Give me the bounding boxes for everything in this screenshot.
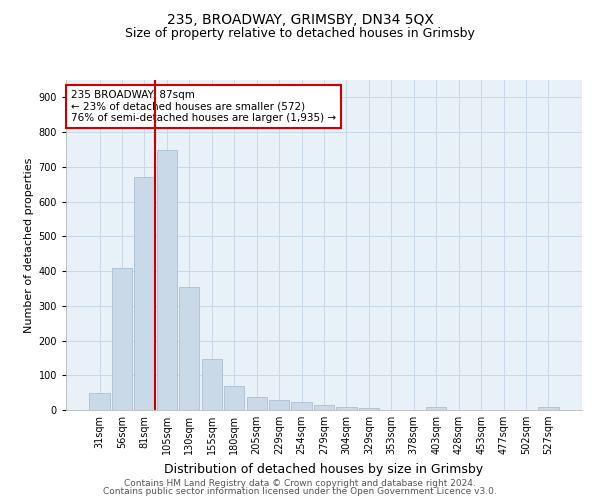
- Bar: [359, 408, 379, 410]
- Bar: [134, 178, 155, 410]
- Text: Size of property relative to detached houses in Grimsby: Size of property relative to detached ho…: [125, 28, 475, 40]
- Bar: [337, 407, 356, 410]
- Y-axis label: Number of detached properties: Number of detached properties: [25, 158, 34, 332]
- Text: 235, BROADWAY, GRIMSBY, DN34 5QX: 235, BROADWAY, GRIMSBY, DN34 5QX: [167, 12, 433, 26]
- Bar: [224, 386, 244, 410]
- Bar: [157, 150, 177, 410]
- Bar: [314, 405, 334, 410]
- Bar: [202, 358, 222, 410]
- Bar: [179, 286, 199, 410]
- Text: Contains HM Land Registry data © Crown copyright and database right 2024.: Contains HM Land Registry data © Crown c…: [124, 478, 476, 488]
- Bar: [89, 394, 110, 410]
- Bar: [292, 402, 311, 410]
- Text: 235 BROADWAY: 87sqm
← 23% of detached houses are smaller (572)
76% of semi-detac: 235 BROADWAY: 87sqm ← 23% of detached ho…: [71, 90, 336, 123]
- Bar: [112, 268, 132, 410]
- Bar: [247, 397, 267, 410]
- X-axis label: Distribution of detached houses by size in Grimsby: Distribution of detached houses by size …: [164, 462, 484, 475]
- Bar: [426, 406, 446, 410]
- Text: Contains public sector information licensed under the Open Government Licence v3: Contains public sector information licen…: [103, 487, 497, 496]
- Bar: [538, 406, 559, 410]
- Bar: [269, 400, 289, 410]
